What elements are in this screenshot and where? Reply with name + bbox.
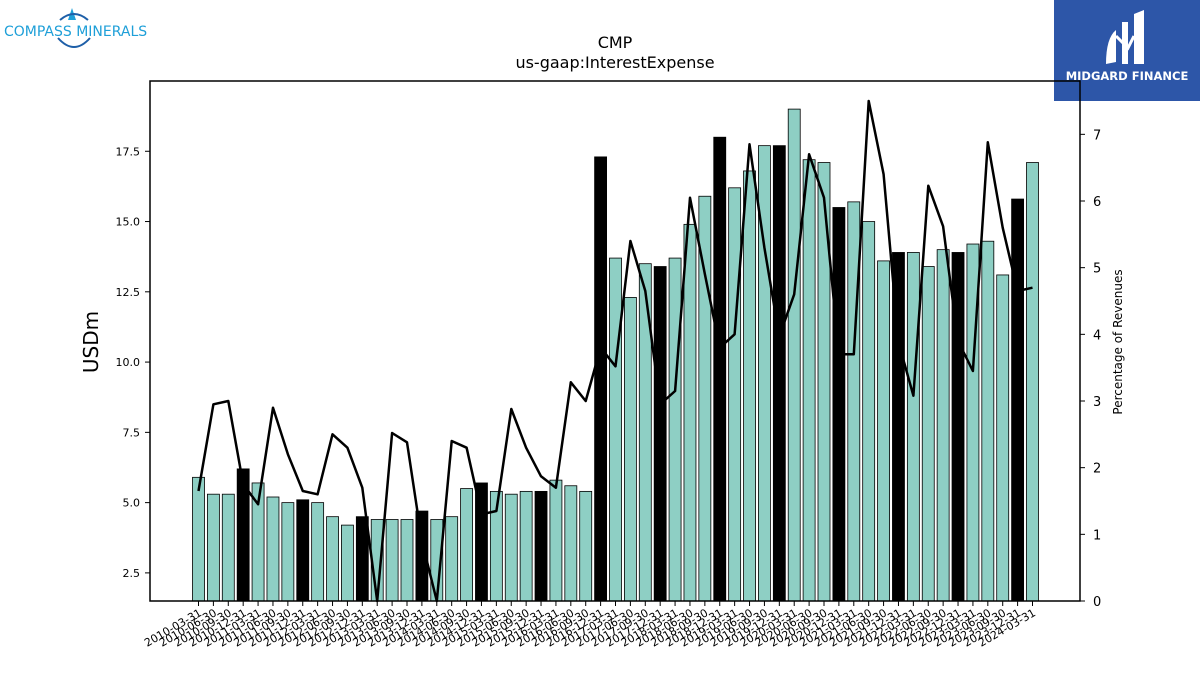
bar	[326, 516, 339, 602]
bar	[460, 488, 473, 602]
chart-subtitle: us-gaap:InterestExpense	[515, 53, 714, 72]
y2-axis-label: Percentage of Revenues	[1111, 269, 1125, 414]
y2-tick-label: 4	[1093, 328, 1101, 343]
bar	[906, 252, 920, 602]
bar	[266, 496, 280, 602]
y-tick-label: 5.0	[123, 497, 141, 510]
bar	[221, 493, 235, 602]
bar	[936, 249, 950, 602]
bar	[1011, 198, 1025, 602]
midgard-finance-logo: MIDGARD FINANCE	[1054, 0, 1200, 101]
bar	[921, 266, 935, 602]
percentage-line	[197, 99, 1033, 603]
midgard-m-icon	[1106, 10, 1144, 64]
bar	[683, 223, 697, 602]
y2-tick-label: 3	[1093, 395, 1101, 410]
right-brand-text: MIDGARD FINANCE	[1065, 69, 1189, 83]
compass-minerals-logo: COMPASS MINERALS	[4, 4, 154, 54]
bar	[296, 499, 310, 602]
y2-tick-label: 1	[1093, 528, 1101, 543]
bar	[400, 519, 414, 602]
bar	[445, 516, 459, 602]
bar	[579, 490, 593, 602]
x-axis-ticks: 2010-03-312010-06-302010-09-302010-12-31…	[142, 601, 1038, 650]
bar	[594, 156, 608, 602]
bar	[281, 502, 295, 602]
bar	[653, 266, 667, 602]
bar	[206, 493, 220, 602]
bar	[668, 257, 682, 602]
y-tick-label: 17.5	[116, 145, 141, 158]
bar	[623, 297, 637, 602]
y-tick-label: 2.5	[123, 567, 141, 580]
bar	[772, 145, 786, 602]
y-axis-ticks: 2.5 5.0 7.5 10.0 12.5 15.0 17.5	[116, 145, 150, 580]
bar	[504, 493, 518, 602]
y-tick-label: 15.0	[116, 216, 141, 229]
bar	[385, 519, 399, 602]
compass-icon	[57, 8, 91, 48]
y-tick-label: 12.5	[116, 286, 141, 299]
bar	[877, 260, 890, 602]
bar	[981, 240, 995, 602]
y2-tick-label: 2	[1093, 462, 1101, 477]
left-brand-text: COMPASS MINERALS	[4, 24, 148, 40]
bar	[192, 476, 205, 602]
chart-title: CMP	[598, 33, 633, 52]
y-tick-label: 10.0	[116, 356, 141, 369]
bar	[609, 257, 622, 602]
y2-tick-label: 7	[1093, 128, 1101, 143]
plot-frame	[149, 80, 1081, 602]
bar	[817, 162, 831, 602]
bar	[564, 485, 578, 602]
y-axis-label: USDm	[79, 311, 103, 373]
line-layer	[197, 99, 1033, 603]
bar	[519, 490, 533, 602]
y2-tick-label: 6	[1093, 195, 1101, 210]
bar	[549, 479, 563, 602]
bar	[311, 502, 325, 602]
y2-axis-ticks: 0 1 2 3 4 5 6 7	[1080, 128, 1101, 610]
bar	[728, 187, 742, 602]
bar	[802, 159, 816, 602]
bars-layer	[192, 108, 1039, 602]
bar	[713, 136, 727, 602]
bar	[787, 108, 801, 602]
bar	[1026, 162, 1039, 602]
y2-tick-label: 0	[1093, 595, 1101, 610]
bar	[832, 207, 846, 602]
bar	[996, 274, 1010, 602]
y2-tick-label: 5	[1093, 262, 1101, 277]
bar	[743, 170, 756, 602]
bar	[847, 201, 861, 602]
bar	[341, 524, 354, 602]
y-tick-label: 7.5	[123, 426, 141, 439]
bar	[862, 221, 876, 602]
bar	[534, 490, 548, 602]
